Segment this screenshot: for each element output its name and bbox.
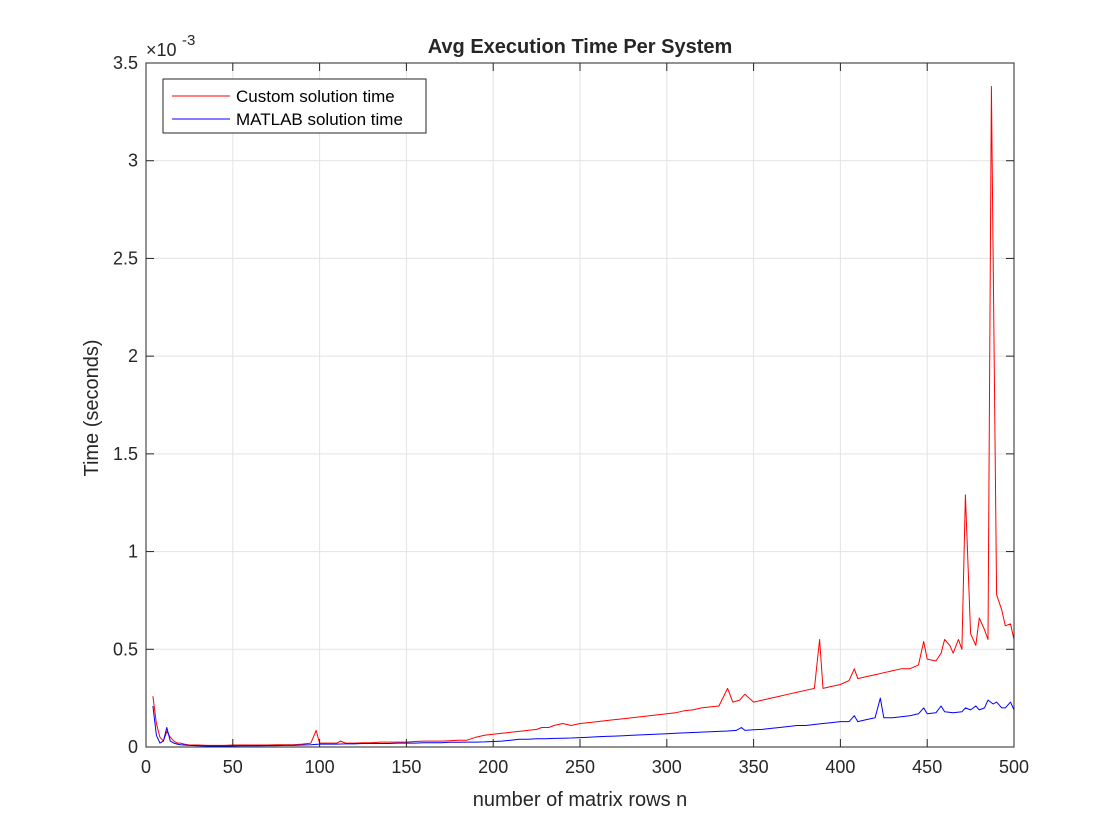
x-axis-title: number of matrix rows n — [473, 789, 688, 811]
legend-label-custom: Custom solution time — [236, 87, 395, 106]
series-group — [152, 86, 1015, 747]
x-tick-label: 200 — [478, 757, 508, 777]
legend: Custom solution time MATLAB solution tim… — [162, 78, 427, 134]
x-tick-label: 50 — [223, 757, 243, 777]
chart-title: Avg Execution Time Per System — [428, 36, 733, 58]
x-tick-label: 350 — [739, 757, 769, 777]
series-line-matlab — [152, 697, 1015, 747]
y-tick-label: 0 — [128, 737, 138, 757]
x-tick-label: 450 — [912, 757, 942, 777]
axis-ticks — [145, 62, 1015, 748]
y-tick-label: 1 — [128, 542, 138, 562]
x-tick-label: 500 — [999, 757, 1029, 777]
y-exponent-power: -3 — [182, 32, 195, 49]
y-tick-label: 3.5 — [113, 53, 138, 73]
x-tick-label: 250 — [565, 757, 595, 777]
y-tick-label: 2.5 — [113, 248, 138, 268]
y-tick-label: 3 — [128, 151, 138, 171]
y-tick-label: 1.5 — [113, 444, 138, 464]
x-tick-label: 0 — [141, 757, 151, 777]
x-tick-label: 300 — [652, 757, 682, 777]
x-tick-label: 150 — [391, 757, 421, 777]
y-tick-label: 0.5 — [113, 639, 138, 659]
y-tick-label: 2 — [128, 346, 138, 366]
legend-box — [162, 78, 427, 134]
x-tick-label: 100 — [305, 757, 335, 777]
y-exponent-base: ×10 — [146, 40, 177, 60]
y-axis-title: Time (seconds) — [81, 339, 103, 476]
series-line-custom — [152, 86, 1015, 746]
x-tick-label: 400 — [825, 757, 855, 777]
legend-label-matlab: MATLAB solution time — [236, 110, 403, 129]
tick-labels: 0 50 100 150 200 250 300 350 400 450 500 0 0.5 1 1.5 2 2… — [113, 53, 1029, 777]
